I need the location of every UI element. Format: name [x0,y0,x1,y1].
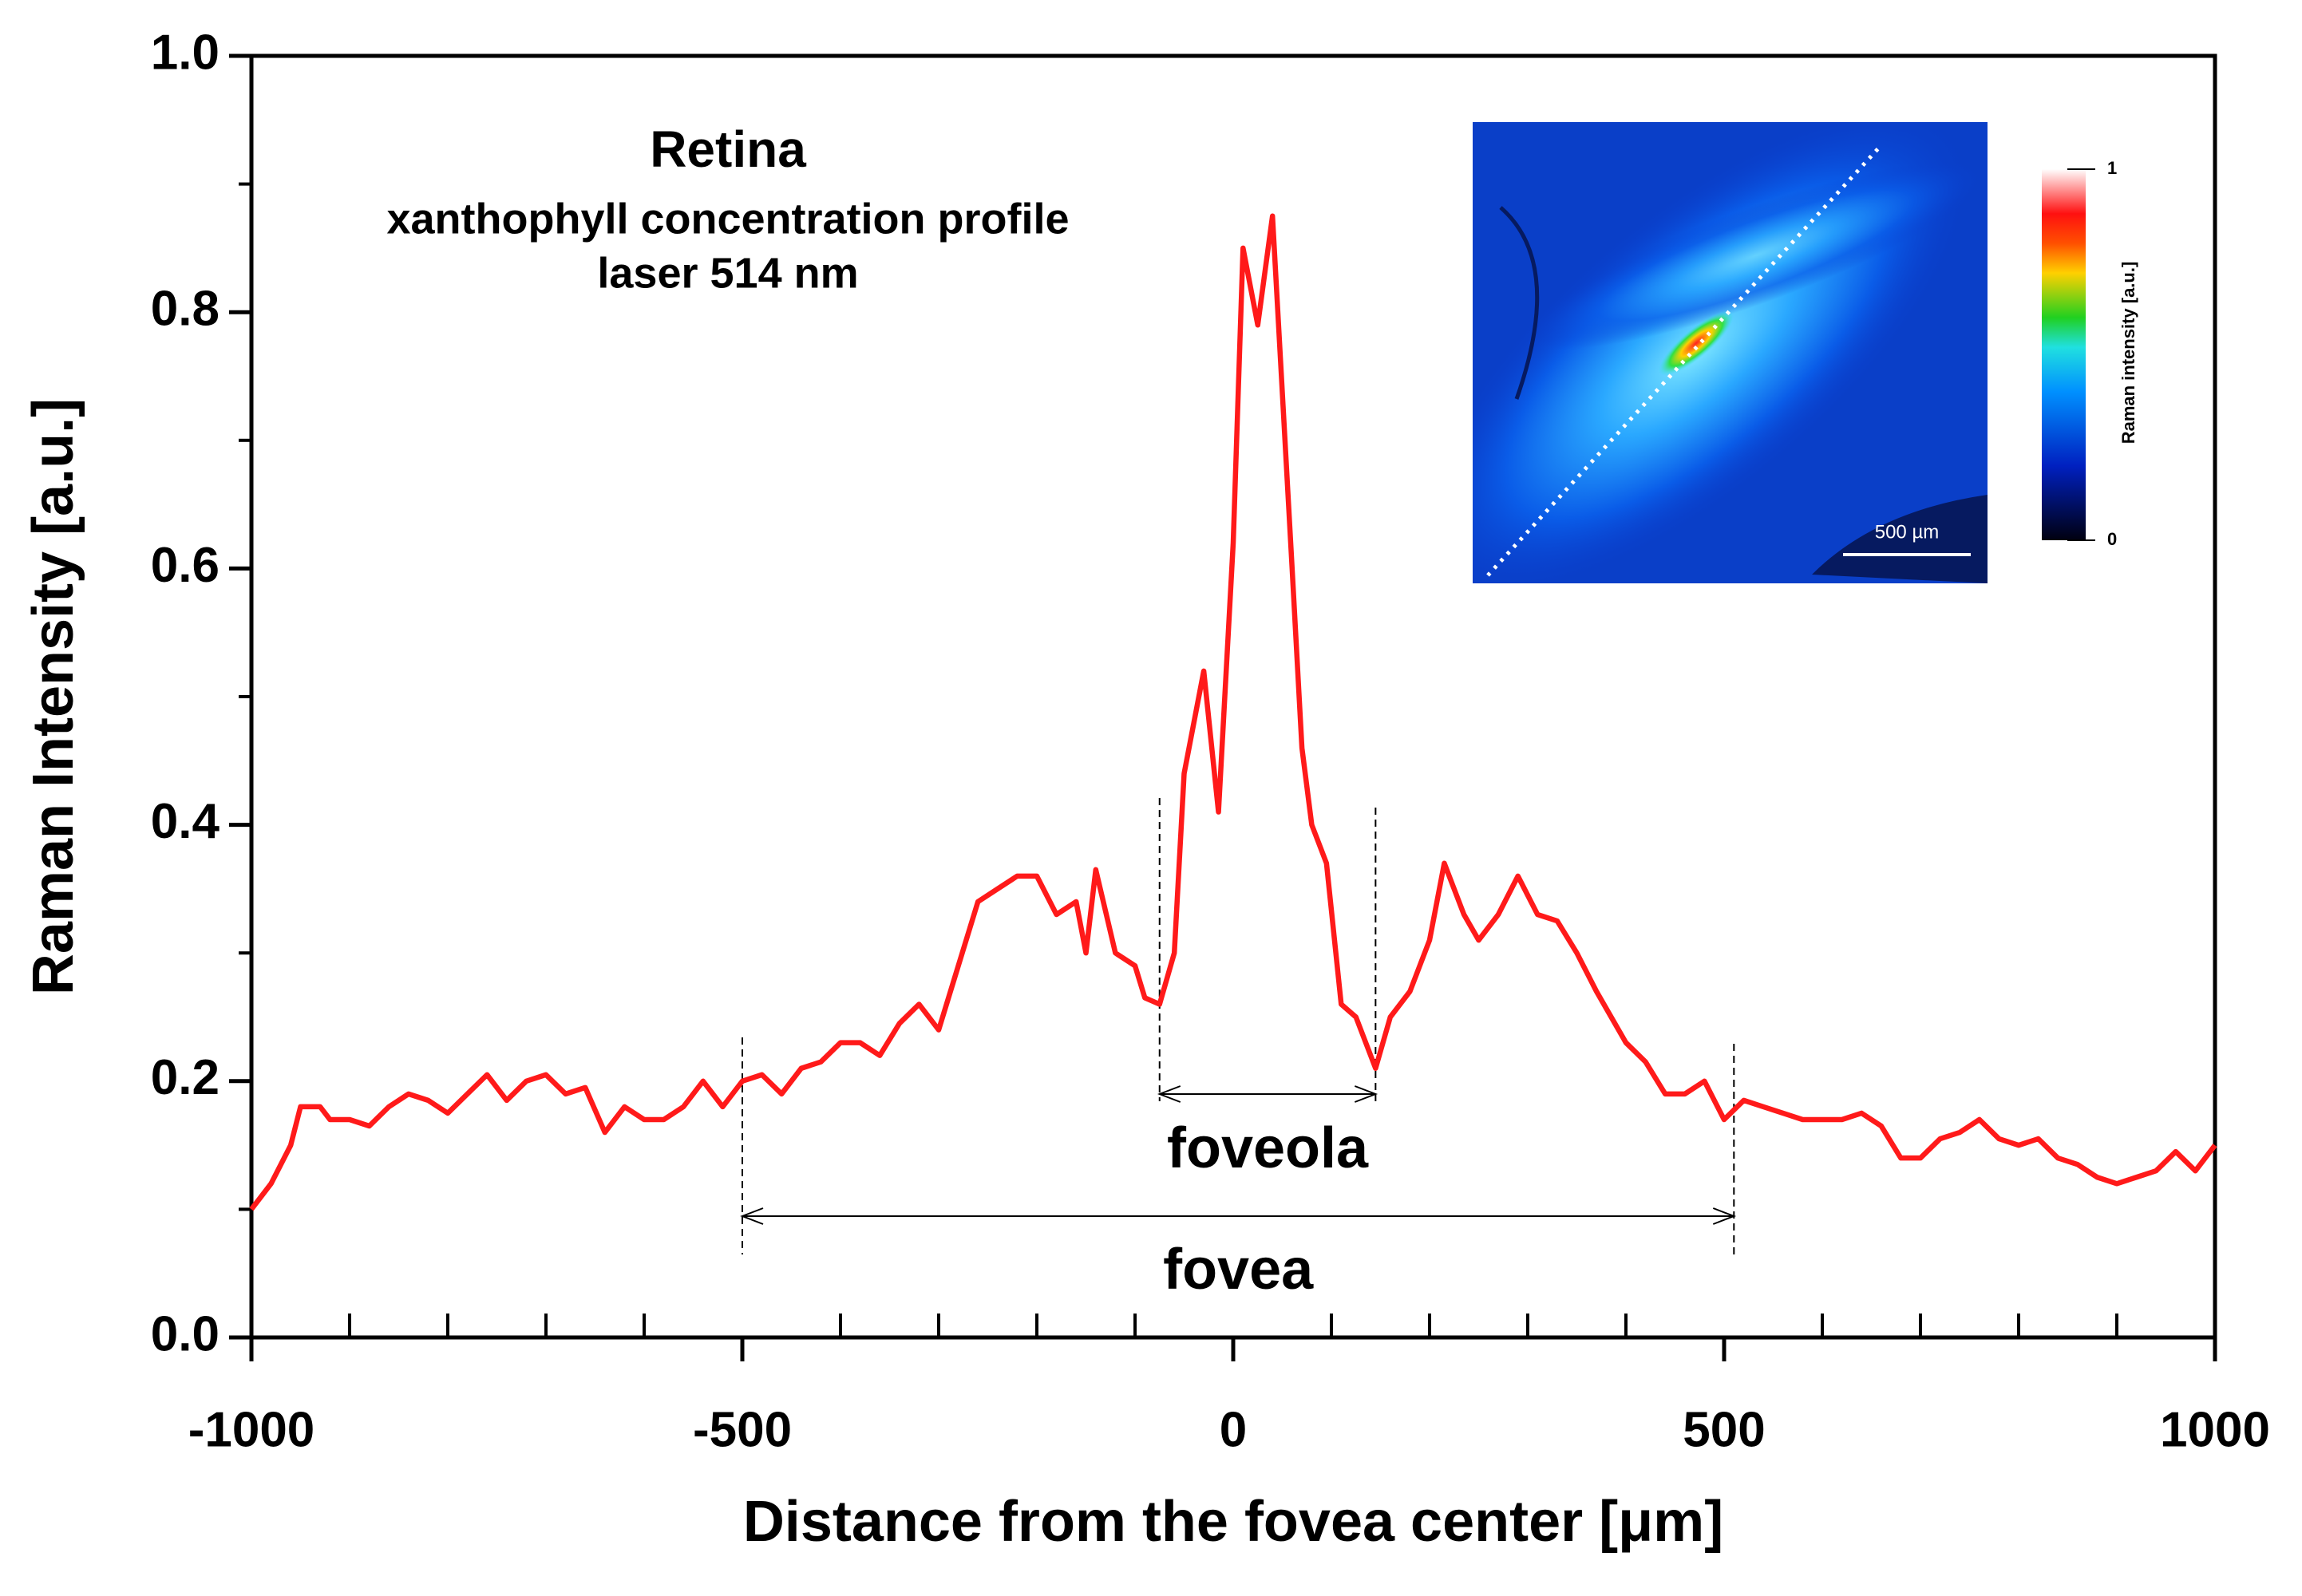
colorbar-label: Raman intensity [a.u.] [2118,262,2138,444]
y-tick-label: 0.8 [151,282,220,337]
y-tick-label: 0.4 [151,794,220,849]
arrowhead [1712,1207,1737,1225]
x-tick-label: 500 [1683,1402,1765,1457]
y-tick-label: 0.6 [151,538,220,593]
y-tick-label: 0.2 [151,1050,220,1105]
arrowhead [1157,1085,1181,1103]
inset-image: 500 µm 1 0 Raman intensity [a.u.] [1473,122,2138,583]
scale-bar-label: 500 µm [1875,521,1940,543]
x-tick-label: -1000 [188,1402,315,1457]
arrowhead [1354,1085,1378,1103]
colorbar-max: 1 [2107,158,2117,178]
chart-subtitle: laser 514 nm [597,249,858,297]
colorbar-min: 0 [2107,529,2117,549]
arrowhead [740,1207,764,1225]
annotation-label: fovea [1163,1238,1314,1302]
annotation-label: foveola [1167,1116,1369,1180]
y-tick-label: 1.0 [151,25,220,80]
data-line [249,213,2217,1211]
chart-title: Retina [650,120,806,178]
y-axis-label: Raman Intensity [a.u.] [22,398,85,995]
x-tick-label: 1000 [2160,1402,2270,1457]
chart-subtitle: xanthophyll concentration profile [386,195,1069,243]
x-tick-label: 0 [1220,1402,1247,1457]
y-tick-label: 0.0 [151,1306,220,1361]
x-axis-label: Distance from the fovea center [μm] [743,1490,1723,1554]
x-tick-label: -500 [693,1402,792,1457]
